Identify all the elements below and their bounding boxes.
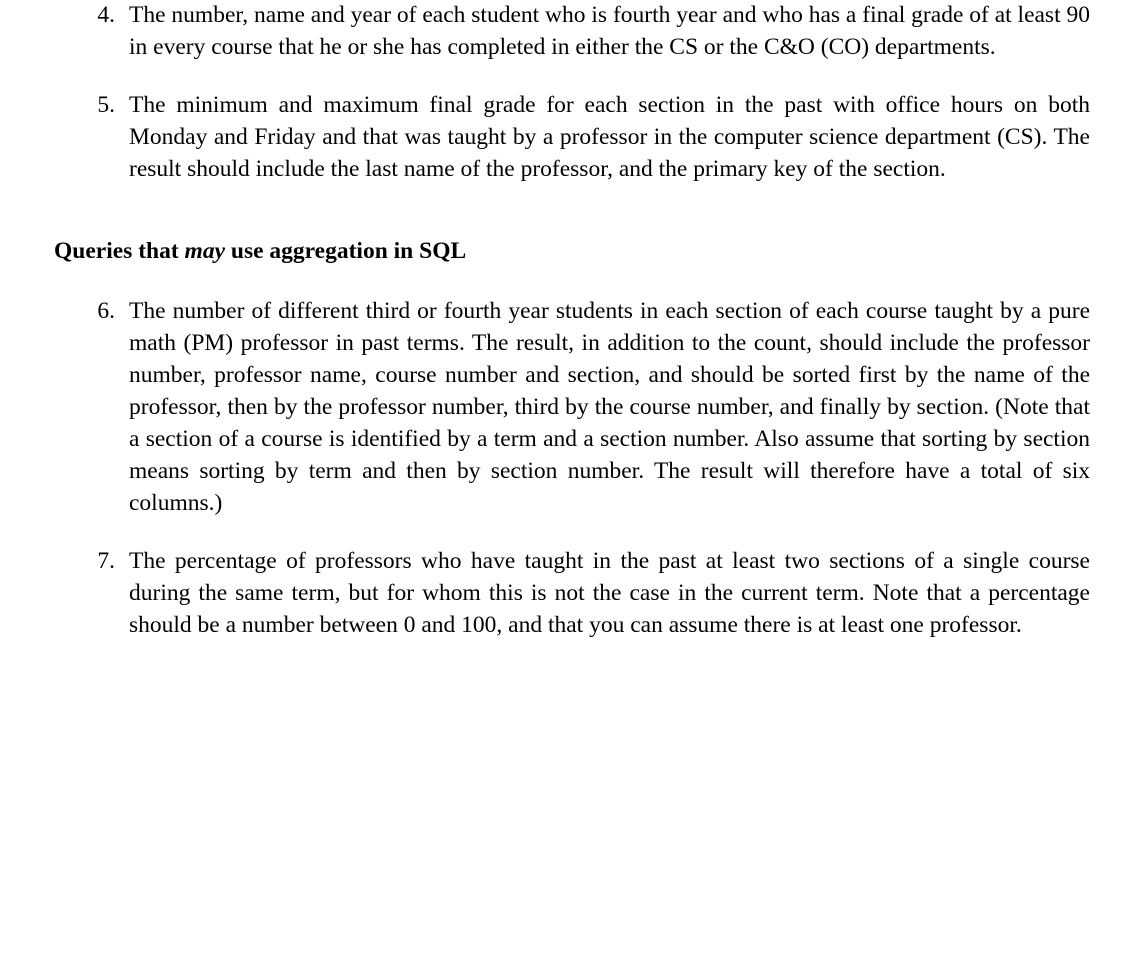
section-heading: Queries that may use aggregation in SQL xyxy=(54,236,1090,267)
list-item-number: 4. xyxy=(54,0,129,32)
heading-prefix: Queries that xyxy=(54,238,185,264)
page: 4. The number, name and year of each stu… xyxy=(0,0,1144,698)
heading-em: may xyxy=(185,238,225,264)
heading-suffix: use aggregation in SQL xyxy=(225,238,466,264)
list-item-number: 7. xyxy=(54,546,129,578)
list-item-body: The percentage of professors who have ta… xyxy=(129,546,1090,642)
list-item-body: The number, name and year of each studen… xyxy=(129,0,1090,64)
list-item-body: The minimum and maximum final grade for … xyxy=(129,90,1090,186)
list-item: 5. The minimum and maximum final grade f… xyxy=(54,90,1090,186)
list-item-number: 6. xyxy=(54,296,129,328)
list-item-number: 5. xyxy=(54,90,129,122)
first-list: 4. The number, name and year of each stu… xyxy=(54,0,1090,186)
list-item: 6. The number of different third or four… xyxy=(54,296,1090,520)
list-item-body: The number of different third or fourth … xyxy=(129,296,1090,520)
second-list: 6. The number of different third or four… xyxy=(54,296,1090,642)
list-item: 4. The number, name and year of each stu… xyxy=(54,0,1090,64)
list-item: 7. The percentage of professors who have… xyxy=(54,546,1090,642)
